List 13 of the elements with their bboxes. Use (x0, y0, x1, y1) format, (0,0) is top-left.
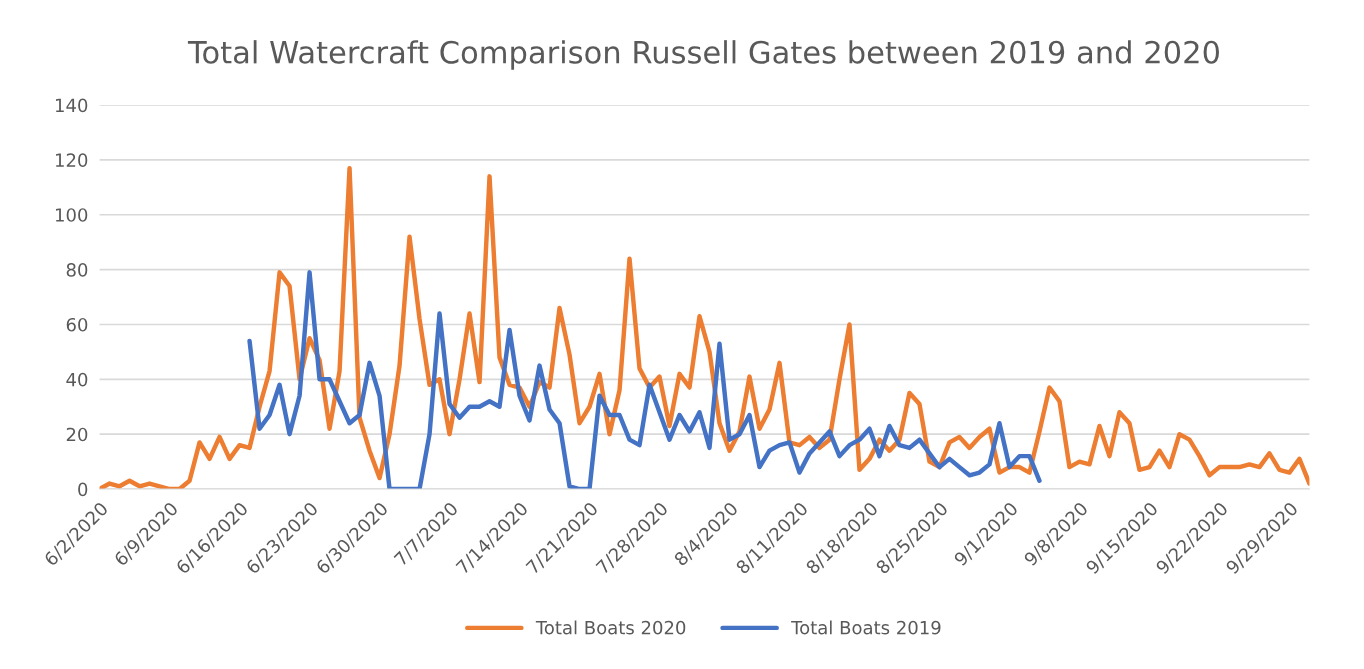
legend-label: Total Boats 2020 (535, 620, 686, 635)
y-tick-label: 20 (66, 427, 88, 442)
line-series (99, 165, 1310, 490)
y-tick-label: 100 (55, 208, 88, 222)
y-tick-label: 0 (78, 482, 88, 497)
legend-label: Total Boats 2019 (791, 620, 941, 635)
line-series (247, 270, 1042, 490)
chart-title: Total Watercraft Comparison Russell Gates between 2019 and 2020 (187, 40, 1219, 70)
y-tick-label: 40 (66, 372, 88, 387)
y-tick-label: 60 (66, 317, 88, 332)
y-tick-label: 120 (55, 153, 88, 168)
y-tick-label: 140 (55, 98, 88, 113)
y-tick-label: 80 (66, 263, 88, 277)
